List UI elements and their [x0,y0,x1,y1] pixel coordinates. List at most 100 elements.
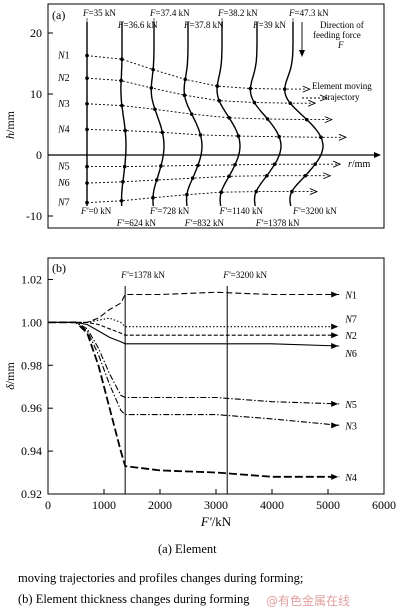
trajectory-point [85,53,89,58]
trajectory-point [265,117,270,121]
node-label-n4: N4 [57,124,70,135]
profile-curve [120,22,127,207]
series-line-n5 [48,321,340,405]
series-line-n4 [48,321,340,478]
y-tick-label-b: 0.92 [21,487,42,501]
feeding-force-label: F=37.8 kN [183,20,224,30]
x-tick-label-b: 1000 [92,498,116,512]
trajectory-point [159,164,163,168]
trajectory-point [189,112,194,116]
feeding-force-label: F=39 kN [252,20,286,30]
trajectory-point [227,174,231,179]
radial-force-label: F'=0 kN [80,206,112,216]
trajectory-point [122,164,127,169]
trajectory-point [154,178,159,182]
trajectory-point [277,134,281,139]
feeding-force-label: F=47.3 kN [288,8,329,18]
y-tick-label-a: -10 [26,209,42,223]
trajectory-point [151,67,155,72]
panel-a-frame [47,3,385,229]
feeding-force-label: F=36.6 kN [117,20,158,30]
node-label-n7: N7 [57,198,70,209]
profile-curve [150,22,165,207]
feeding-force-label: F=37.4 kN [149,8,190,18]
vline-label: F'=3200 kN [222,270,267,280]
trajectory-point [85,76,89,80]
x-tick-label-b: 2000 [148,498,172,512]
trajectory-line [86,77,313,104]
trajectory-point [151,195,155,200]
x-axis-label-a: r/mm [348,159,370,170]
trajectory-line [86,55,307,90]
node-label-n3: N3 [57,99,70,110]
x-tick-label-b: 5000 [316,498,340,512]
node-label-n1: N1 [57,51,70,62]
series-label-n6: N6 [344,349,357,360]
trajectory-arrow [302,85,311,93]
profile-curve [283,22,324,207]
series-end-arrow [331,400,339,407]
trajectory-point [304,117,309,122]
series-label-n3: N3 [344,421,357,432]
x-tick-label-b: 0 [45,498,51,512]
node-label-n2: N2 [57,73,70,84]
trajectory-point [265,173,269,178]
series-end-arrow [331,291,339,298]
series-label-n4: N4 [344,473,357,484]
series-end-arrow [331,342,339,349]
trajectory-point [288,101,292,105]
trajectory-line [87,163,338,168]
series-label-n5: N5 [344,400,357,411]
trajectory-point [121,180,125,184]
radial-force-label: F'=1140 kN [219,206,264,216]
trajectory-point [254,189,258,194]
trajectory-point [198,133,203,137]
node-label-n6: N6 [57,178,70,189]
trajectory-point [120,57,124,62]
caption-line-2: moving trajectories and profiles changes… [18,571,304,585]
series-end-arrow [331,473,339,480]
trajectory-arrow [323,172,332,180]
series-end-arrow [331,422,339,429]
radial-force-label: F'=1378 kN [255,218,300,228]
panel-a-chart: (a) -10 0 10 20 h/mm r/mm F=35 kN F'=0 kN F=36.6 … [3,3,385,229]
series-line-n3 [48,321,340,426]
trajectory-point [160,130,165,135]
trajectory-point [190,176,195,180]
x-tick-label-b: 4000 [260,498,284,512]
trajectory-point [282,87,287,91]
series-label-n1: N1 [344,290,357,301]
trajectory-point [219,190,223,195]
y-tick-label-b: 0.94 [21,444,42,458]
trajectory-line [86,128,343,138]
trajectory-point [303,173,308,178]
y-tick-label-b: 0.96 [21,401,42,415]
trajectory-point [233,162,237,167]
trajectory-point [290,189,294,194]
annotation-feeding-direction: Direction of feeding force F [313,20,364,50]
series-label-n7: N7 [344,315,357,326]
trajectory-point [196,163,200,168]
trajectory-arrow [308,99,317,107]
y-axis-label-a: h/mm [3,110,17,139]
trajectory-point [149,86,154,90]
series-line-n1 [48,291,340,323]
trajectory-point [272,162,277,166]
radial-force-label: F'=624 kN [116,218,157,228]
trajectory-point [183,77,188,82]
y-tick-label-a: 20 [30,26,42,40]
panel-b-label: (b) [52,261,66,275]
trajectory-point [85,101,89,106]
trajectory-point [319,135,323,140]
panel-a-label: (a) [52,8,65,22]
series-end-arrow [331,323,339,330]
vline-label: F'=1378 kN [120,270,165,280]
trajectory-point [313,162,317,166]
series-line-n2 [48,321,340,336]
series-end-arrow [331,332,339,339]
caption-line-1: (a) Element [158,542,217,556]
caption-line-3: (b) Element thickness changes during for… [18,592,250,606]
trajectory-point [182,93,187,98]
y-tick-label-b: 1.00 [21,315,42,329]
trajectory-point [185,192,189,197]
